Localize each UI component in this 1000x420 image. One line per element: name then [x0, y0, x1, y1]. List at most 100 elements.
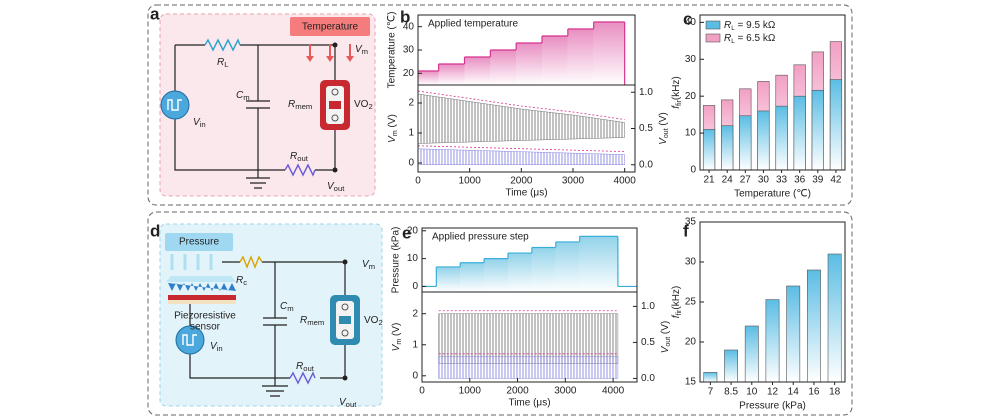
- label-sub: m: [396, 339, 403, 345]
- bar: [757, 110, 770, 171]
- label: 7: [708, 387, 714, 398]
- label: d: [150, 221, 160, 240]
- label: Pressure: [179, 237, 219, 248]
- bar: [721, 125, 734, 171]
- x-tick-label: 3000: [562, 176, 585, 187]
- y-tick-label: 0.5: [641, 337, 655, 348]
- label: 30: [758, 175, 770, 186]
- label-sub: 2: [378, 318, 382, 327]
- label: VO2: [354, 99, 373, 111]
- label-sub: m: [243, 93, 249, 102]
- label-sub: m: [362, 47, 368, 56]
- label-sub: L: [224, 60, 229, 69]
- label-main: R: [236, 275, 243, 286]
- step-area: [460, 262, 485, 292]
- label-main: C: [236, 90, 244, 101]
- label-sub: m: [392, 130, 399, 136]
- label-main: R: [288, 99, 295, 110]
- bottom-frame: [147, 211, 853, 416]
- x-tick-label: 2000: [506, 386, 529, 397]
- label-sub: out: [663, 128, 670, 138]
- y-tick-label: 20: [407, 225, 419, 236]
- bar: [786, 285, 801, 383]
- label: Applied pressure step: [432, 232, 529, 243]
- label: Cm: [280, 301, 294, 313]
- label: 16: [808, 387, 820, 398]
- bar: [811, 89, 824, 171]
- label: Pressure (kPa): [739, 401, 806, 412]
- label-main: V: [660, 345, 671, 353]
- label: 33: [776, 175, 788, 186]
- label-rest: (V): [660, 321, 671, 337]
- step-area: [531, 247, 556, 292]
- label: Vout (V): [660, 321, 672, 354]
- step-area: [579, 236, 618, 292]
- step-area: [593, 22, 625, 85]
- circuit-a: [159, 13, 376, 197]
- step-area: [508, 253, 532, 292]
- label-main: R: [724, 33, 731, 44]
- label: 14: [788, 387, 800, 398]
- label: Time (μs): [508, 398, 550, 409]
- bar: [827, 253, 842, 383]
- label-sub: 2: [368, 102, 372, 111]
- y-tick-label: 20: [403, 68, 415, 79]
- x-tick-label: 2000: [510, 176, 533, 187]
- step-area: [418, 71, 439, 85]
- label-sub: in: [217, 344, 223, 353]
- y-tick-label: 0: [412, 370, 418, 381]
- label-main: C: [280, 301, 288, 312]
- label: Vin: [193, 117, 206, 129]
- waveform: [438, 356, 619, 379]
- label-main: V: [387, 135, 398, 143]
- label-sub: L: [731, 38, 735, 45]
- bar: [765, 299, 780, 383]
- label-sub: out: [665, 337, 672, 347]
- plot-frame: [699, 221, 846, 383]
- x-tick-label: 1000: [459, 386, 482, 397]
- y-tick-label: 35: [685, 217, 697, 228]
- label-main: R: [724, 20, 731, 31]
- label: Vm: [355, 44, 368, 56]
- y-tick-label: 10: [407, 253, 419, 264]
- y-tick-label: 20: [685, 91, 697, 102]
- label: Vm (V): [387, 114, 399, 143]
- label-main: R: [290, 151, 297, 162]
- top-frame: [147, 4, 853, 206]
- label-sub: c: [243, 278, 247, 287]
- label-main: f: [671, 314, 682, 318]
- label: Temperature (℃): [734, 189, 811, 200]
- label: ffir(kHz): [671, 286, 683, 319]
- label: Rc: [236, 275, 247, 287]
- label-sub: out: [346, 400, 358, 409]
- label-sub: out: [303, 364, 315, 373]
- x-tick-label: 4000: [602, 386, 625, 397]
- label-main: VO: [364, 315, 379, 326]
- waveform: [417, 93, 625, 144]
- y-tick-label: 25: [685, 297, 697, 308]
- label: c: [683, 9, 692, 28]
- y-tick-label: 40: [403, 21, 415, 32]
- legend-swatch: [705, 20, 721, 30]
- label-sub: fir: [676, 99, 683, 106]
- waveform: [438, 313, 619, 364]
- step-area: [438, 64, 465, 85]
- label: Cm: [236, 90, 250, 102]
- label-main: V: [355, 44, 363, 55]
- y-tick-label: 2: [412, 308, 418, 319]
- y-tick-label: 0.0: [641, 373, 655, 384]
- y-tick-label: 0: [690, 165, 696, 176]
- step-area: [490, 50, 517, 85]
- y-tick-label: 10: [685, 128, 697, 139]
- label-rest: = 6.5 kΩ: [735, 33, 776, 44]
- label-main: VO: [354, 99, 369, 110]
- label: Rout: [296, 361, 315, 373]
- label: Vout (V): [658, 112, 670, 145]
- bar: [744, 325, 759, 383]
- label: 42: [830, 175, 842, 186]
- label: f: [683, 221, 689, 240]
- label-sub: m: [369, 262, 375, 271]
- bar: [829, 79, 843, 171]
- bar: [703, 372, 718, 383]
- legend-swatch: [705, 33, 721, 43]
